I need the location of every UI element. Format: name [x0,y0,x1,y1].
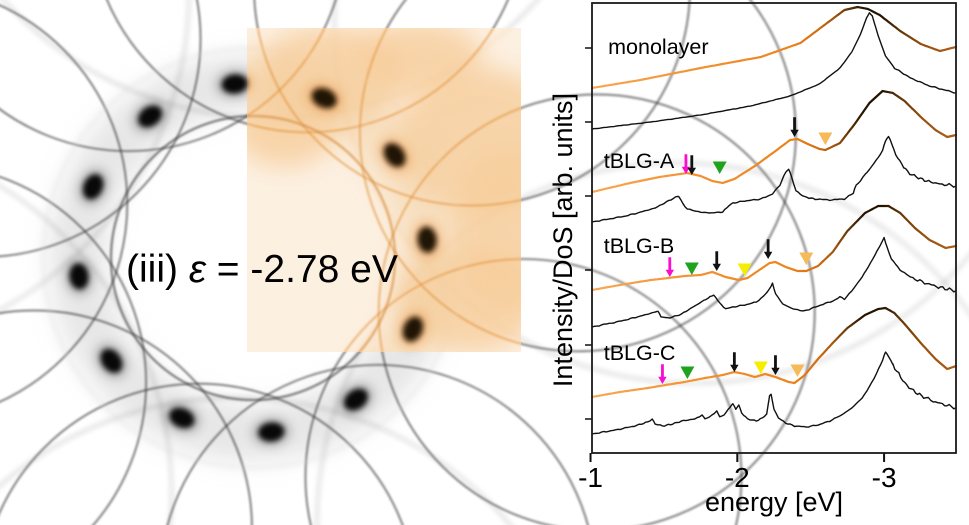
map-outer-ring [247,47,464,352]
map-dark-spot [253,418,290,446]
map-arc [0,382,404,525]
map-label-prefix: (iii) [126,248,189,291]
map-spot-core [258,422,285,442]
curve-tBLG-B-dos [591,236,957,328]
map-spot-core [169,407,195,429]
marker-arrow-magenta [681,154,691,174]
map-spot-core [82,174,104,200]
curve-tBLG-A-dos [591,135,957,223]
marker-arrow-black [763,239,773,259]
marker-arrow-black [712,251,721,271]
marker-arrow-black [687,155,697,175]
marker-triangle-green [712,161,727,174]
marker-arrow-black [790,117,799,137]
curve-label-tBLG-C: tBLG-C [604,341,676,365]
map-arc [0,0,202,258]
curve-label-tBLG-B: tBLG-B [604,234,675,258]
curve-monolayer-dos [591,12,957,130]
marker-arrow-magenta [665,257,674,277]
map-spot-core [311,87,337,109]
x-tick-label: -2 [725,462,750,493]
marker-triangle-sandy [818,132,833,145]
map-spot-core [138,105,163,128]
map-spot-core [343,388,368,411]
map-spot-core [417,226,437,253]
map-arc-outer [333,0,969,384]
map-orange-cloud [450,150,521,310]
map-arc [0,176,147,525]
map-spot-core [402,316,424,342]
map-dark-spot [398,311,427,347]
map-arc [257,28,521,207]
map-arc [377,107,521,352]
curve-tBLG-C-intensity [590,306,958,399]
map-arc [247,28,495,134]
map-spot-core [383,143,406,168]
marker-triangle-green [684,262,699,275]
marker-arrow-black [771,355,780,375]
map-dark-spot [96,344,127,378]
map-dark-spot [339,384,373,415]
marker-arrow-magenta [658,364,667,384]
map-label-value: = -2.78 eV [206,248,398,291]
map-arc-outer [0,185,173,525]
map-arc [359,28,521,345]
curve-tBLG-A-intensity [590,89,958,194]
map-arc-outer [247,28,510,119]
map-spot-core [69,263,89,290]
x-tick-label: -1 [578,462,603,493]
x-tick-label: -3 [872,462,897,493]
plot-frame [591,2,957,454]
curve-label-tBLG-A: tBLG-A [604,149,675,173]
map-orange-cloud [358,28,482,94]
map-dark-spot [306,84,342,113]
map-inner-ring [247,115,396,352]
marker-triangle-sandy [790,364,805,377]
y-axis-label: Intensity/DoS [arb. units] [548,93,578,387]
map-dark-spot [164,403,200,432]
map-energy-label: (iii) ε = -2.78 eV [126,248,398,291]
curve-label-monolayer: monolayer [608,35,708,59]
curve-monolayer-intensity [590,5,958,90]
curve-tBLG-B-intensity [590,204,958,292]
marker-arrow-black [730,352,739,372]
map-arc [304,258,743,525]
curve-tBLG-C-dos [591,351,957,435]
map-dark-spot [79,169,108,205]
map-arc [0,0,337,152]
map-spot-core [221,74,248,94]
map-dark-spot [413,221,441,258]
spectra-plot: -1 -2 -3 monolayer tBLG-A tBLG-B tBLG-C [578,2,958,493]
map-dark-spot [65,258,93,295]
map-arc [0,309,253,525]
map-dark-spot [216,70,253,98]
map-band-haze [247,54,457,352]
map-arc [0,4,129,403]
marker-triangle-yellow [737,263,752,276]
marker-triangle-green [680,366,695,379]
map-arc-outer [316,162,969,525]
marker-triangle-yellow [753,361,768,374]
map-dark-spot [133,101,167,132]
epsilon-symbol: ε [189,248,207,291]
map-dark-spot [379,138,410,172]
x-axis-label: energy [eV] [705,487,843,517]
map-arc-outer [0,397,511,525]
map-arc [166,364,589,525]
map-spot-core [100,348,123,373]
marker-triangle-sandy [799,252,814,265]
